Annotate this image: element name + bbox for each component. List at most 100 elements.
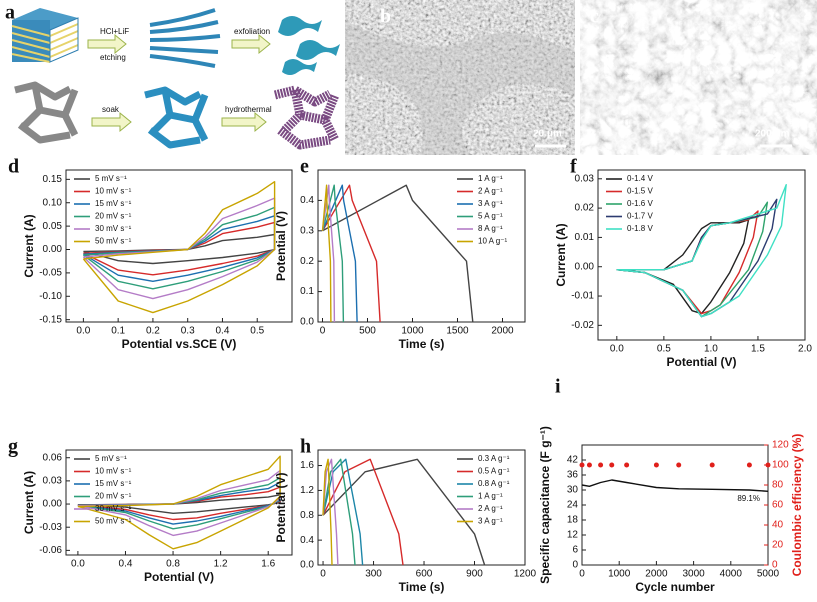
x-tick-label: 600 <box>416 569 433 580</box>
legend-label: 0.3 A g⁻¹ <box>478 454 510 463</box>
schematic <box>11 8 340 150</box>
sem-image <box>580 0 817 155</box>
x-tick-label: 1.5 <box>751 344 765 355</box>
x-tick-label: 0.0 <box>71 559 85 570</box>
y-tick-label: 1.6 <box>300 460 314 471</box>
legend-label: 5 A g⁻¹ <box>478 212 503 221</box>
series-line <box>77 494 281 514</box>
legend-label: 0.5 A g⁻¹ <box>478 467 510 476</box>
x-tick-label: 1.0 <box>704 344 718 355</box>
x-tick-label: 0.1 <box>111 326 125 337</box>
legend-label: 2 A g⁻¹ <box>478 504 503 513</box>
legend-label: 2 A g⁻¹ <box>478 187 503 196</box>
y-tick-label: -0.10 <box>39 291 62 302</box>
y-tick-label: 6 <box>572 545 578 556</box>
panel-label: g <box>8 436 18 458</box>
y-axis-title: Specific capacitance (F g⁻¹) <box>538 426 552 584</box>
series-line <box>322 458 339 566</box>
x-tick-label: 1200 <box>514 569 537 580</box>
sheets <box>149 8 221 68</box>
legend-label: 0-1.5 V <box>627 187 653 196</box>
series-line <box>322 458 486 566</box>
legend-label: 5 mV s⁻¹ <box>95 454 127 463</box>
legend-label: 1 A g⁻¹ <box>478 174 503 183</box>
x-axis-title: Cycle number <box>635 580 715 594</box>
block-stripes <box>11 23 79 63</box>
panel-label: b <box>380 6 391 28</box>
plot-frame <box>317 169 526 323</box>
x-tick-label: 0.2 <box>146 326 160 337</box>
y-axis-title: Current (A) <box>22 214 36 277</box>
step-label: etching <box>100 53 126 62</box>
y-tick-label: 0.3 <box>300 225 314 236</box>
foam <box>14 81 79 144</box>
y-tick-label: 0.01 <box>575 232 595 243</box>
series-line <box>616 219 750 315</box>
y-axis-title: Potential (V) <box>274 472 288 542</box>
y-tick-label: -0.02 <box>571 320 594 331</box>
panel-label: h <box>300 436 311 458</box>
legend-label: 0-1.7 V <box>627 212 653 221</box>
x-tick-label: 0.0 <box>610 344 624 355</box>
marker <box>579 462 585 468</box>
x-axis-title: Potential (V) <box>666 355 736 369</box>
panel-label: a <box>5 2 15 24</box>
legend-label: 0-1.6 V <box>627 199 653 208</box>
y-tick-label: 0.0 <box>300 560 314 571</box>
arrow <box>87 33 127 55</box>
y-tick-label: 0.10 <box>43 197 63 208</box>
legend-label: 0-1.4 V <box>627 174 653 183</box>
x-tick-label: 2000 <box>645 569 668 580</box>
flakes <box>278 16 340 75</box>
step-label: hydrothermal <box>225 105 272 114</box>
y-tick-label: 0.8 <box>300 510 314 521</box>
x-tick-label: 1000 <box>608 569 631 580</box>
x-axis-title: Potential (V) <box>144 570 214 584</box>
legend-label: 0.8 A g⁻¹ <box>478 479 510 488</box>
plot-frame <box>581 444 769 566</box>
legend-label: 50 mV s⁻¹ <box>95 237 132 246</box>
y-tick-label: 0.02 <box>575 203 595 214</box>
x-tick-label: 300 <box>365 569 382 580</box>
y-tick-label: 0.00 <box>43 244 63 255</box>
marker <box>598 462 604 468</box>
x-tick-label: 5000 <box>757 569 780 580</box>
y2-tick-label: 120 <box>772 440 789 451</box>
legend-label: 10 A g⁻¹ <box>478 237 507 246</box>
plot-frame <box>65 169 293 323</box>
y2-tick-label: 100 <box>772 460 789 471</box>
plot-frame <box>65 449 293 556</box>
x-axis-title: Time (s) <box>399 337 445 351</box>
legend-label: 10 mV s⁻¹ <box>95 187 132 196</box>
series-line <box>77 469 281 537</box>
legend-label: 15 mV s⁻¹ <box>95 479 132 488</box>
legend-label: 30 mV s⁻¹ <box>95 504 132 513</box>
x-tick-label: 1500 <box>446 326 469 337</box>
y-tick-label: 0.15 <box>43 174 63 185</box>
y-tick-label: 0.4 <box>300 195 314 206</box>
marker <box>765 462 771 468</box>
x-tick-label: 0.0 <box>76 326 90 337</box>
x-tick-label: 0.5 <box>250 326 264 337</box>
legend-label: 15 mV s⁻¹ <box>95 199 132 208</box>
legend-label: 8 A g⁻¹ <box>478 224 503 233</box>
plot-frame <box>317 449 526 566</box>
y-tick-label: 0.2 <box>300 256 314 267</box>
x-tick-label: 0.5 <box>657 344 671 355</box>
y-tick-label: 0.0 <box>300 317 314 328</box>
x-axis-title: Time (s) <box>399 580 445 594</box>
scale-label: 20 μm <box>533 129 562 140</box>
series-line <box>321 184 381 323</box>
legend-label: 50 mV s⁻¹ <box>95 517 132 526</box>
y-tick-label: 12 <box>567 530 579 541</box>
y-tick-label: -0.06 <box>39 545 62 556</box>
series-line <box>322 458 356 566</box>
y-tick-label: 0.00 <box>43 499 63 510</box>
arrow <box>231 33 271 55</box>
series-line <box>322 458 404 566</box>
x-tick-label: 900 <box>466 569 483 580</box>
arrow <box>221 111 267 133</box>
step-label: exfoliation <box>234 27 270 36</box>
x-tick-label: 1000 <box>401 326 424 337</box>
x-tick-label: 0.4 <box>119 559 133 570</box>
